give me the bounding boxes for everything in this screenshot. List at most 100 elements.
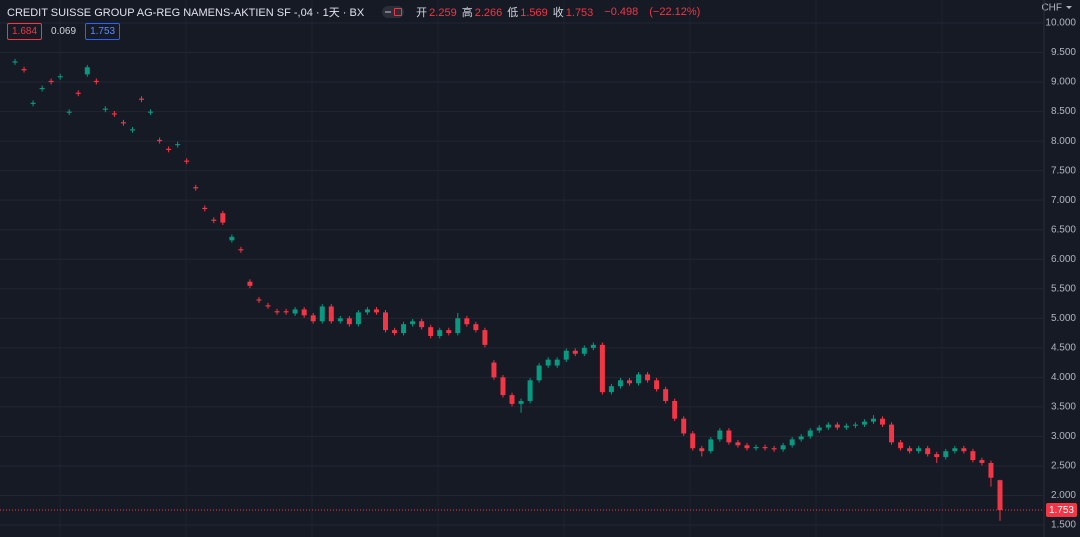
candle-body (102, 108, 108, 110)
candle-body (473, 324, 479, 331)
candle-body (997, 480, 1003, 511)
candle-body (726, 430, 732, 443)
candle-body (482, 330, 488, 345)
candle-body (735, 442, 741, 446)
y-tick-label: 4.000 (1051, 372, 1076, 383)
candle-body (202, 207, 208, 210)
candle-body (762, 447, 768, 449)
candle-body (93, 80, 99, 83)
y-tick-label: 2.000 (1051, 490, 1076, 501)
candle-body (75, 92, 81, 94)
candle-body (428, 327, 434, 337)
candle-body (139, 98, 145, 100)
candle-body (807, 430, 813, 437)
change: −0.498 (604, 6, 639, 18)
candle-body (599, 344, 605, 393)
y-tick-label: 6.000 (1051, 254, 1076, 265)
candle-body (346, 318, 352, 325)
candle-body (708, 439, 714, 452)
last-price-label: 1.753 (1049, 505, 1074, 516)
candle-body (744, 445, 750, 449)
candle-body (554, 359, 560, 366)
y-tick-label: 2.500 (1051, 461, 1076, 472)
candle-body (590, 344, 596, 348)
candle-body (816, 427, 822, 431)
candle-body (681, 418, 687, 434)
candle-body (563, 350, 569, 360)
candle-body (455, 318, 461, 334)
candle-body (373, 309, 379, 313)
candle-body (355, 312, 361, 325)
ohlc-label: 开 (416, 7, 428, 19)
candle-body (446, 330, 452, 334)
ohlc-value: 1.569 (520, 7, 548, 19)
candle-body (120, 122, 126, 124)
candle-body (175, 144, 181, 146)
candle-body (645, 374, 651, 381)
candle-body (274, 311, 280, 313)
candle-body (572, 350, 578, 354)
candle-body (880, 418, 886, 425)
candle-body (220, 213, 226, 223)
candle-body (771, 448, 777, 450)
candle-body (383, 312, 389, 331)
bid[interactable]: 1.684 (7, 23, 43, 40)
y-tick-label: 5.500 (1051, 283, 1076, 294)
candle-body (166, 148, 172, 150)
candle-body (545, 359, 551, 366)
candle-body (663, 389, 669, 401)
candle-body (870, 418, 876, 422)
last-price-tag (1046, 503, 1077, 518)
ohlc-value: 2.266 (474, 7, 503, 19)
candle-body (907, 448, 913, 452)
candle-body (952, 448, 958, 452)
y-tick-label: 9.500 (1051, 47, 1076, 58)
y-tick-label: 4.500 (1051, 342, 1076, 353)
candle-body (310, 315, 316, 322)
symbol-title[interactable]: CREDIT SUISSE GROUP AG-REG NAMENS-AKTIEN… (7, 7, 365, 19)
candle-body (861, 421, 867, 425)
candle-body (636, 374, 642, 384)
currency[interactable]: CHF (1041, 3, 1062, 14)
candle-body (834, 424, 840, 428)
candle-body (57, 76, 63, 78)
y-tick-label: 5.000 (1051, 313, 1076, 324)
ask[interactable]: 1.753 (85, 23, 121, 40)
candle-body (111, 113, 117, 115)
candle-body (690, 433, 696, 449)
candle-body (265, 305, 271, 307)
y-tick-label: 1.500 (1051, 520, 1076, 531)
candle-body (319, 306, 325, 322)
y-tick-label: 7.500 (1051, 165, 1076, 176)
candle-body (626, 380, 632, 384)
candle-body (184, 160, 190, 162)
spread: 0.069 (51, 26, 77, 37)
candle-body (410, 321, 416, 325)
currency-caret (1066, 6, 1072, 9)
candle-body (789, 439, 795, 446)
change-pct: (−22.12%) (649, 6, 701, 18)
ohlc-label: 高 (461, 7, 473, 19)
y-tick-label: 3.000 (1051, 431, 1076, 442)
candle-body (717, 430, 723, 440)
candle-body (39, 87, 45, 90)
candle-body (392, 330, 398, 334)
candle-body (753, 447, 759, 449)
candle-body (925, 448, 931, 455)
y-tick-label: 6.500 (1051, 224, 1076, 235)
candle-body (211, 219, 217, 221)
candle-body (970, 451, 976, 461)
candle-body (500, 377, 506, 396)
quote-row: 1.684 0.069 1.753 (7, 23, 121, 40)
y-tick-label: 10.000 (1045, 18, 1076, 29)
candle-body (193, 187, 199, 189)
toggle[interactable] (382, 6, 405, 18)
candle-body (527, 380, 533, 401)
ohlc-legend: 开 2.259 高 2.266 低 1.569 收 1.753 (416, 4, 598, 20)
candle-body (509, 395, 515, 404)
candle-body (292, 309, 298, 314)
candle-body (536, 365, 542, 381)
candle-body (934, 454, 940, 458)
candle-body (283, 311, 289, 313)
candle-body (889, 424, 895, 443)
